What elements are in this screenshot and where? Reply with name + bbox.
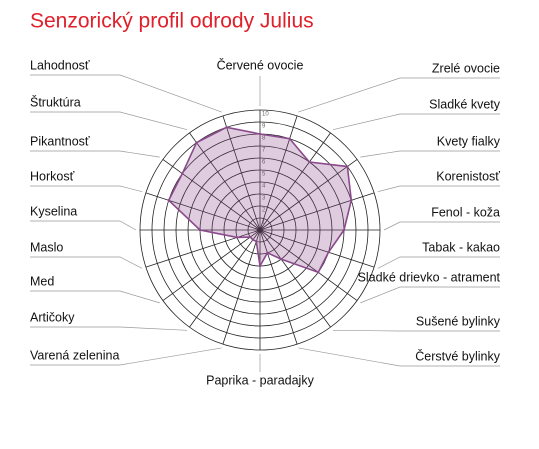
r-tick-label: 3: [262, 196, 266, 202]
leader-line: [332, 329, 500, 332]
spoke: [145, 229, 261, 268]
leader-line: [298, 347, 500, 367]
axis-label: Artičoky: [30, 310, 75, 324]
r-tick-label: 10: [262, 112, 269, 118]
spoke: [189, 132, 261, 231]
spoke: [222, 229, 261, 345]
radar-point: [346, 165, 349, 168]
r-tick-label: 1: [262, 220, 266, 226]
radar-point: [255, 240, 258, 243]
leader-line: [377, 185, 500, 193]
leader-line: [30, 185, 143, 193]
spoke: [259, 229, 331, 328]
axis-label: Štruktúra: [30, 94, 81, 109]
axis-label: Maslo: [30, 240, 63, 254]
leader-line: [377, 256, 500, 269]
axis-label: Pikantnosť: [30, 134, 90, 148]
radar-point: [249, 235, 252, 239]
spoke: [259, 159, 358, 231]
r-tick-label: 8: [262, 136, 266, 142]
spoke: [259, 115, 298, 231]
radar-point: [235, 236, 239, 239]
leader-line: [360, 150, 500, 158]
r-tick-label: 2: [262, 208, 266, 214]
leader-line: [30, 256, 143, 269]
radar-point: [342, 228, 346, 232]
spoke: [162, 229, 261, 301]
radar-point: [317, 271, 320, 274]
leader-line: [30, 220, 137, 231]
axis-label: Horkosť: [30, 169, 75, 183]
leader-line: [30, 74, 222, 113]
spoke: [162, 159, 261, 231]
radar-point: [308, 160, 311, 164]
axis-label: Červené ovocie: [217, 57, 304, 72]
spoke: [259, 229, 375, 268]
radar-point: [350, 199, 353, 202]
leader-line: [30, 347, 222, 366]
r-tick-label: 9: [262, 124, 266, 130]
radar-point: [279, 257, 283, 261]
leader-line: [298, 77, 500, 113]
axis-label: Tabak - kakao: [422, 240, 500, 254]
leader-line: [30, 150, 160, 158]
spoke: [145, 192, 261, 231]
leader-line: [360, 286, 500, 304]
axis-label: Sušené bylinky: [416, 314, 501, 328]
radar-point: [181, 172, 184, 175]
r-tick-label: 6: [262, 160, 266, 166]
r-tick-label: 4: [262, 184, 266, 190]
chart-title: Senzorický profil odrody Julius: [30, 10, 314, 33]
radar-point: [266, 251, 269, 255]
spoke: [259, 229, 358, 301]
axis-label: Varená zelenina: [30, 348, 119, 362]
axis-label: Lahodnosť: [30, 58, 90, 72]
r-tick-label: 7: [262, 148, 266, 154]
axis-label: Korenistosť: [436, 169, 500, 183]
axis-label: Kyselina: [30, 204, 77, 218]
radar-point: [195, 141, 198, 144]
axis-label: Čerstvé bylinky: [415, 348, 500, 363]
axis-label: Med: [30, 274, 54, 288]
radar-point: [258, 132, 262, 136]
leader-line: [30, 111, 188, 131]
spoke: [222, 115, 261, 231]
axis-label: Paprika - paradajky: [206, 373, 314, 387]
axis-label: Zrelé ovocie: [432, 61, 500, 75]
radar-point: [167, 199, 170, 202]
axis-label: Kvety fialky: [437, 134, 501, 148]
axis-label: Sladké kvety: [429, 97, 501, 111]
radar-point: [251, 238, 255, 241]
r-tick-label: 5: [262, 172, 266, 178]
leader-line: [332, 113, 500, 131]
axis-label: Fenol - koža: [431, 205, 500, 219]
axis-label: Sladké drievko - atrament: [358, 270, 501, 284]
leader-line: [30, 326, 188, 331]
radar-point: [327, 251, 330, 254]
radar-point: [225, 126, 228, 129]
leader-line: [383, 221, 500, 231]
radar-point: [198, 228, 202, 232]
spoke: [259, 132, 331, 231]
leader-line: [30, 290, 160, 304]
radar-point: [288, 137, 291, 140]
spoke: [189, 229, 261, 328]
radar-point: [258, 264, 262, 268]
spoke: [259, 192, 375, 231]
spoke: [259, 229, 298, 345]
